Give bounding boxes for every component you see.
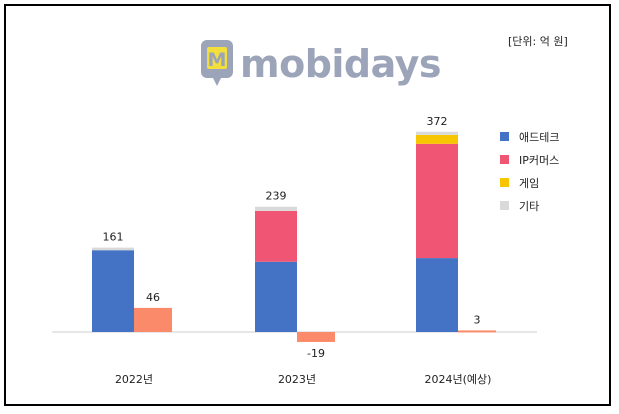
stacked-bar-2-series-1 bbox=[255, 261, 297, 332]
stacked-bar-3-series-3 bbox=[416, 134, 458, 144]
x-tick-label-3: 2024년(예상) bbox=[425, 373, 492, 386]
secondary-value-label-2: -19 bbox=[307, 347, 325, 360]
secondary-bar-3 bbox=[458, 330, 496, 333]
legend-swatch-other bbox=[500, 201, 509, 210]
stacked-total-label-3: 372 bbox=[427, 115, 448, 128]
legend-label-ip-commerce: IP커머스 bbox=[519, 153, 560, 167]
stacked-bar-2-series-2 bbox=[255, 210, 297, 262]
legend-item-adtech: 애드테크 bbox=[500, 125, 559, 148]
legend-item-ip-commerce: IP커머스 bbox=[500, 148, 559, 171]
x-tick-label-1: 2022년 bbox=[115, 373, 153, 386]
legend-label-other: 기타 bbox=[519, 199, 540, 213]
legend-swatch-game bbox=[500, 178, 509, 187]
logo-mark-icon: M bbox=[201, 40, 233, 86]
legend-label-adtech: 애드테크 bbox=[519, 130, 560, 144]
x-tick-label-2: 2023년 bbox=[278, 373, 316, 386]
stacked-bar-3-series-4 bbox=[416, 131, 458, 135]
mobidays-logo: M mobidays bbox=[200, 36, 442, 92]
legend-item-other: 기타 bbox=[500, 194, 559, 217]
stacked-bar-1-series-4 bbox=[92, 247, 134, 251]
logo-text: mobidays bbox=[240, 42, 442, 86]
secondary-bar-1 bbox=[134, 307, 172, 332]
unit-label: [단위: 억 원] bbox=[508, 35, 568, 48]
secondary-value-label-1: 46 bbox=[146, 291, 160, 304]
legend-swatch-adtech bbox=[500, 132, 509, 141]
legend-swatch-ip-commerce bbox=[500, 155, 509, 164]
stacked-bar-1-series-1 bbox=[92, 250, 134, 332]
secondary-value-label-3: 3 bbox=[474, 313, 481, 326]
legend-item-game: 게임 bbox=[500, 171, 559, 194]
legend: 애드테크 IP커머스 게임 기타 bbox=[500, 125, 559, 217]
secondary-bar-2 bbox=[297, 332, 335, 342]
logo-mark-letter: M bbox=[208, 49, 227, 71]
stacked-bar-3-series-2 bbox=[416, 143, 458, 259]
stacked-total-label-2: 239 bbox=[266, 190, 287, 203]
legend-label-game: 게임 bbox=[519, 176, 540, 190]
stacked-total-label-1: 161 bbox=[103, 231, 124, 244]
stacked-bar-2-series-4 bbox=[255, 206, 297, 211]
stacked-bar-3-series-1 bbox=[416, 258, 458, 332]
